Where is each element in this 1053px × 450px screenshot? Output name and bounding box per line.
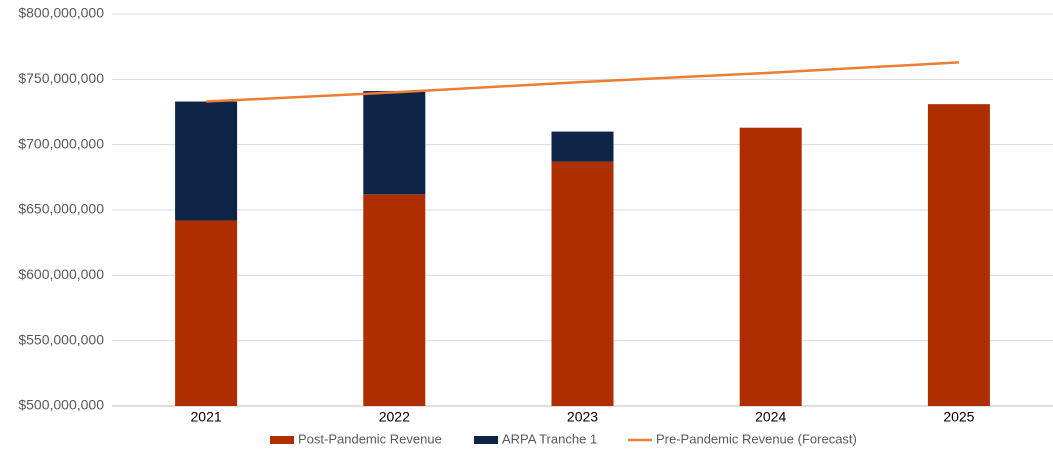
- y-tick-label: $650,000,000: [18, 201, 104, 217]
- x-tick-label: 2025: [943, 409, 974, 425]
- bar: [175, 220, 238, 406]
- y-tick-label: $800,000,000: [18, 5, 104, 21]
- x-tick-label: 2024: [755, 409, 786, 425]
- y-tick-label: $700,000,000: [18, 135, 104, 151]
- bar: [363, 194, 426, 406]
- bar: [927, 104, 990, 406]
- legend-label: Post-Pandemic Revenue: [298, 431, 442, 446]
- y-tick-label: $750,000,000: [18, 70, 104, 86]
- x-tick-label: 2022: [379, 409, 410, 425]
- x-tick-label: 2021: [191, 409, 222, 425]
- y-tick-label: $500,000,000: [18, 397, 104, 413]
- legend-label: ARPA Tranche 1: [502, 431, 597, 446]
- bar: [739, 127, 802, 407]
- bar: [175, 101, 238, 221]
- legend-symbol: [474, 436, 498, 444]
- bar: [551, 131, 614, 162]
- x-tick-label: 2023: [567, 409, 598, 425]
- bar: [363, 91, 426, 195]
- line: [206, 61, 959, 103]
- y-tick-label: $550,000,000: [18, 331, 104, 347]
- y-tick-label: $600,000,000: [18, 266, 104, 282]
- legend-label: Pre-Pandemic Revenue (Forecast): [656, 431, 857, 446]
- bar: [551, 161, 614, 406]
- legend-symbol: [270, 436, 294, 444]
